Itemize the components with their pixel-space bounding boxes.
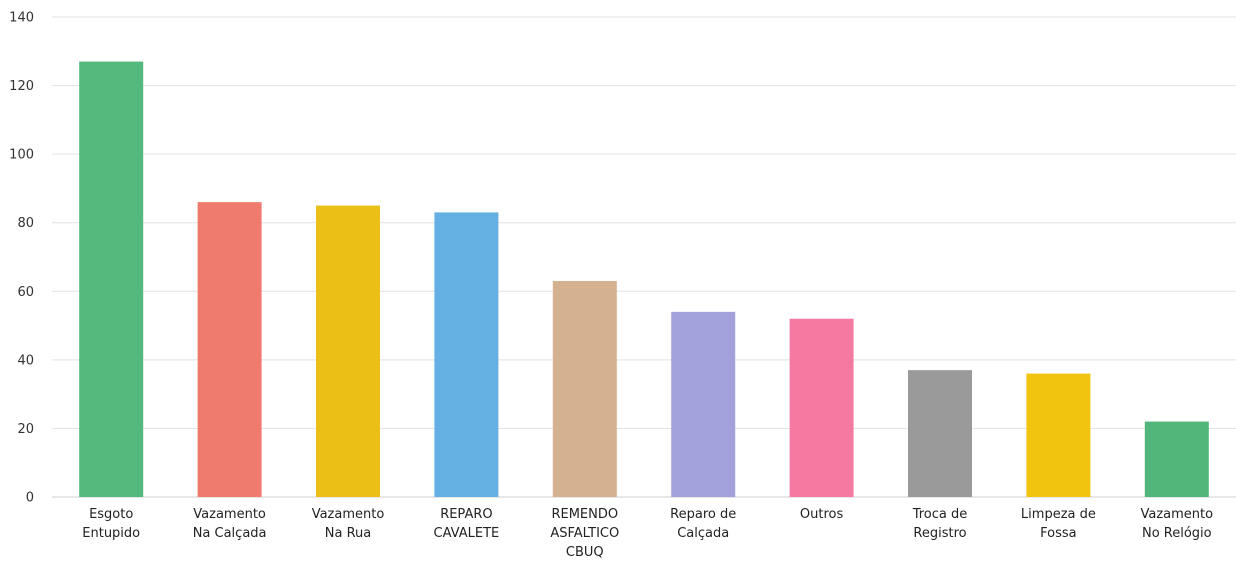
x-category-label: Limpeza de Fossa [1021, 507, 1096, 541]
x-category-label-line: CAVALETE [434, 526, 500, 541]
x-category-label: Troca de Registro [912, 507, 968, 541]
bar[interactable] [79, 61, 144, 497]
y-tick-label: 120 [9, 79, 34, 94]
y-tick-label: 40 [17, 353, 34, 368]
x-category-label-line: Vazamento [1141, 507, 1214, 522]
bar[interactable] [316, 205, 380, 498]
bars [79, 61, 1209, 498]
y-tick-label: 60 [17, 285, 34, 300]
y-tick-label: 100 [9, 148, 34, 163]
x-category-label: REMENDO ASFALTICO CBUQ [550, 507, 619, 560]
y-tick-label: 140 [9, 11, 34, 26]
x-category-label: REPARO CAVALETE [434, 507, 500, 541]
x-category-label-line: CBUQ [566, 545, 604, 560]
x-category-label: Vazamento No Relógio [1141, 507, 1214, 541]
x-category-label-line: REPARO [440, 507, 492, 522]
bar[interactable] [434, 212, 499, 497]
bar[interactable] [1144, 421, 1209, 497]
x-category-label: Vazamento Na Rua [312, 507, 385, 541]
bar[interactable] [789, 318, 854, 497]
x-category-label-line: REMENDO [551, 507, 618, 522]
y-tick-label: 0 [26, 491, 34, 506]
x-category-label: Outros [800, 507, 844, 522]
x-category-label: Reparo de Calçada [670, 507, 736, 541]
x-category-label-line: No Relógio [1142, 526, 1212, 541]
x-category-label-line: Na Rua [325, 526, 371, 541]
x-category-label-line: Registro [913, 526, 966, 541]
x-category-label-line: Entupido [82, 526, 140, 541]
x-category-label-line: ASFALTICO [550, 526, 619, 541]
x-category-label-line: Troca de [912, 507, 968, 522]
bar[interactable] [671, 311, 736, 497]
bar[interactable] [552, 281, 617, 497]
y-tick-label: 80 [17, 216, 34, 231]
x-category-label: Vazamento Na Calçada [193, 507, 267, 541]
x-category-label-line: Fossa [1040, 526, 1076, 541]
y-axis-tick-labels: 0 20 40 60 80 100 120 140 [9, 11, 34, 506]
x-category-label-line: Vazamento [312, 507, 385, 522]
y-tick-label: 20 [17, 422, 34, 437]
bar[interactable] [908, 370, 972, 497]
x-category-label: Esgoto Entupido [82, 507, 140, 541]
x-category-label-line: Limpeza de [1021, 507, 1096, 522]
bar[interactable] [1026, 373, 1091, 497]
bar[interactable] [197, 202, 262, 497]
x-category-label-line: Calçada [677, 526, 729, 541]
x-category-label-line: Na Calçada [193, 526, 267, 541]
x-category-label-line: Reparo de [670, 507, 736, 522]
x-category-label-line: Vazamento [193, 507, 266, 522]
x-category-label-line: Esgoto [89, 507, 133, 522]
x-category-label-line: Outros [800, 507, 844, 522]
